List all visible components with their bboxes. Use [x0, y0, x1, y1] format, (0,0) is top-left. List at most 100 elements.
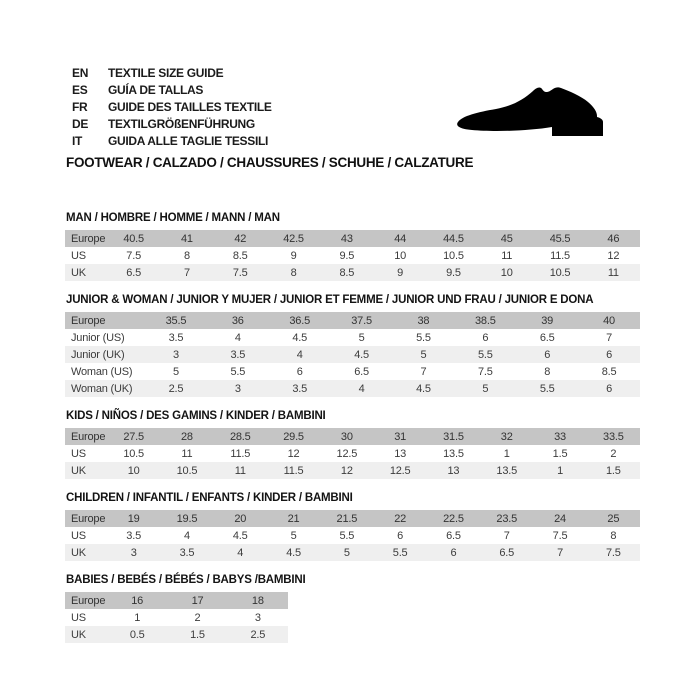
size-cell: 6: [482, 331, 489, 344]
row-label: US: [71, 249, 86, 262]
size-cell: 10: [107, 462, 161, 479]
size-cell: 8: [266, 264, 321, 281]
size-cell: 11: [213, 462, 267, 479]
size-cell: 12.5: [336, 447, 358, 460]
size-row: US 10.5 11 11.5 12 12.5 13 13.5 1 1.5 2: [65, 445, 640, 462]
size-cell: 10.5: [160, 462, 214, 479]
size-cell: 6.5: [107, 264, 161, 281]
language-row: IT GUIDA ALLE TAGLIE TESSILI: [72, 132, 272, 149]
size-cell: 11: [501, 249, 513, 262]
size-cell: 3.5: [126, 529, 141, 542]
size-cell: 1.5: [586, 462, 640, 479]
section-title: JUNIOR & WOMAN / JUNIOR Y MUJER / JUNIOR…: [66, 294, 594, 306]
size-cell: 8: [183, 249, 190, 262]
language-row: EN TEXTILE SIZE GUIDE: [72, 64, 272, 81]
language-code: ES: [72, 82, 88, 97]
size-cell: 45: [480, 230, 534, 247]
size-cell: 8.5: [232, 249, 248, 262]
size-cell: 7: [420, 365, 427, 378]
size-cell: 19: [107, 510, 161, 527]
language-code: EN: [72, 65, 89, 80]
size-cell: 9: [373, 264, 427, 281]
size-section-kids: KIDS / NIÑOS / DES GAMINS / KINDER / BAM…: [65, 410, 640, 479]
row-label: Europe: [65, 592, 107, 609]
row-label: Europe: [65, 428, 107, 445]
size-row: UK 3 3.5 4 4.5 5 5.5 6 6.5 7 7.5: [65, 544, 640, 561]
size-cell: 42: [213, 230, 267, 247]
size-cell: 33: [533, 428, 587, 445]
size-cell: 32: [480, 428, 534, 445]
size-table: Europe 27.5 28 28.5 29.5 30 31 31.5 32 33 33.5 US 10…: [65, 428, 640, 479]
row-label: UK: [65, 462, 107, 479]
category-title: FOOTWEAR / CALZADO / CHAUSSURES / SCHUHE…: [66, 155, 474, 170]
size-cell: 43: [320, 230, 374, 247]
size-cell: 21.5: [320, 510, 374, 527]
size-cell: 36: [206, 312, 269, 329]
language-row: ES GUÍA DE TALLAS: [72, 81, 272, 98]
language-code: FR: [72, 99, 88, 114]
size-cell: 4.5: [392, 380, 455, 397]
size-cell: 11.5: [266, 462, 321, 479]
size-cell: 1: [533, 462, 587, 479]
size-cell: 5.5: [373, 544, 427, 561]
size-row: Woman (US) 5 5.5 6 6.5 7 7.5 8 8.5: [65, 363, 640, 380]
size-row: Europe 35.5 36 36.5 37.5 38 38.5 39 40: [65, 312, 640, 329]
size-cell: 12.5: [373, 462, 427, 479]
size-cell: 6.5: [446, 529, 461, 542]
row-label: Woman (UK): [65, 380, 145, 397]
size-cell: 1: [134, 611, 141, 624]
size-cell: 28: [160, 428, 214, 445]
size-section-junior-woman: JUNIOR & WOMAN / JUNIOR Y MUJER / JUNIOR…: [65, 294, 640, 397]
language-label: GUIDE DES TAILLES TEXTILE: [108, 99, 272, 114]
size-row: Junior (UK) 3 3.5 4 4.5 5 5.5 6 6: [65, 346, 640, 363]
size-cell: 0.5: [107, 626, 168, 643]
size-cell: 28.5: [213, 428, 267, 445]
language-list: EN TEXTILE SIZE GUIDE ES GUÍA DE TALLAS FR GU…: [72, 64, 272, 149]
size-cell: 13.5: [480, 462, 534, 479]
row-label: Europe: [65, 510, 107, 527]
size-cell: 18: [227, 592, 288, 609]
size-cell: 3: [107, 544, 161, 561]
size-cell: 7: [503, 529, 510, 542]
size-cell: 24: [533, 510, 587, 527]
size-cell: 9.5: [426, 264, 481, 281]
size-cell: 2: [194, 611, 201, 624]
size-cell: 4: [183, 529, 190, 542]
size-cell: 41: [160, 230, 214, 247]
size-cell: 4: [330, 380, 393, 397]
size-cell: 4: [234, 331, 241, 344]
size-cell: 11.5: [550, 249, 570, 262]
size-cell: 10: [394, 249, 407, 262]
size-cell: 33.5: [586, 428, 640, 445]
size-cell: 30: [320, 428, 374, 445]
size-section-children: CHILDREN / INFANTIL / ENFANTS / KINDER /…: [65, 492, 640, 561]
size-cell: 5: [290, 529, 297, 542]
language-label: GUIDA ALLE TAGLIE TESSILI: [108, 133, 269, 148]
size-cell: 5.5: [516, 380, 579, 397]
size-cell: 39: [516, 312, 579, 329]
row-label: US: [71, 447, 86, 460]
language-label: TEXTILGRÖßENFÜHRUNG: [108, 116, 255, 131]
size-cell: 27.5: [107, 428, 161, 445]
size-cell: 7: [533, 544, 587, 561]
size-cell: 4.5: [330, 346, 393, 363]
language-code: DE: [72, 116, 89, 131]
size-cell: 9.5: [339, 249, 355, 262]
size-cell: 5.5: [230, 365, 246, 378]
size-cell: 10.5: [123, 447, 144, 460]
size-cell: 8.5: [601, 365, 617, 378]
size-cell: 5: [454, 380, 517, 397]
size-cell: 11: [181, 447, 193, 460]
size-cell: 7: [606, 331, 613, 344]
size-cell: 1.5: [552, 447, 568, 460]
size-row: US 3.5 4 4.5 5 5.5 6 6.5 7 7.5 8: [65, 527, 640, 544]
size-cell: 4.5: [232, 529, 248, 542]
row-label: UK: [65, 626, 107, 643]
size-cell: 42.5: [266, 230, 321, 247]
size-cell: 3.5: [168, 331, 184, 344]
size-cell: 6: [296, 365, 303, 378]
size-cell: 5.5: [339, 529, 355, 542]
size-cell: 21: [266, 510, 321, 527]
size-cell: 3: [206, 380, 269, 397]
